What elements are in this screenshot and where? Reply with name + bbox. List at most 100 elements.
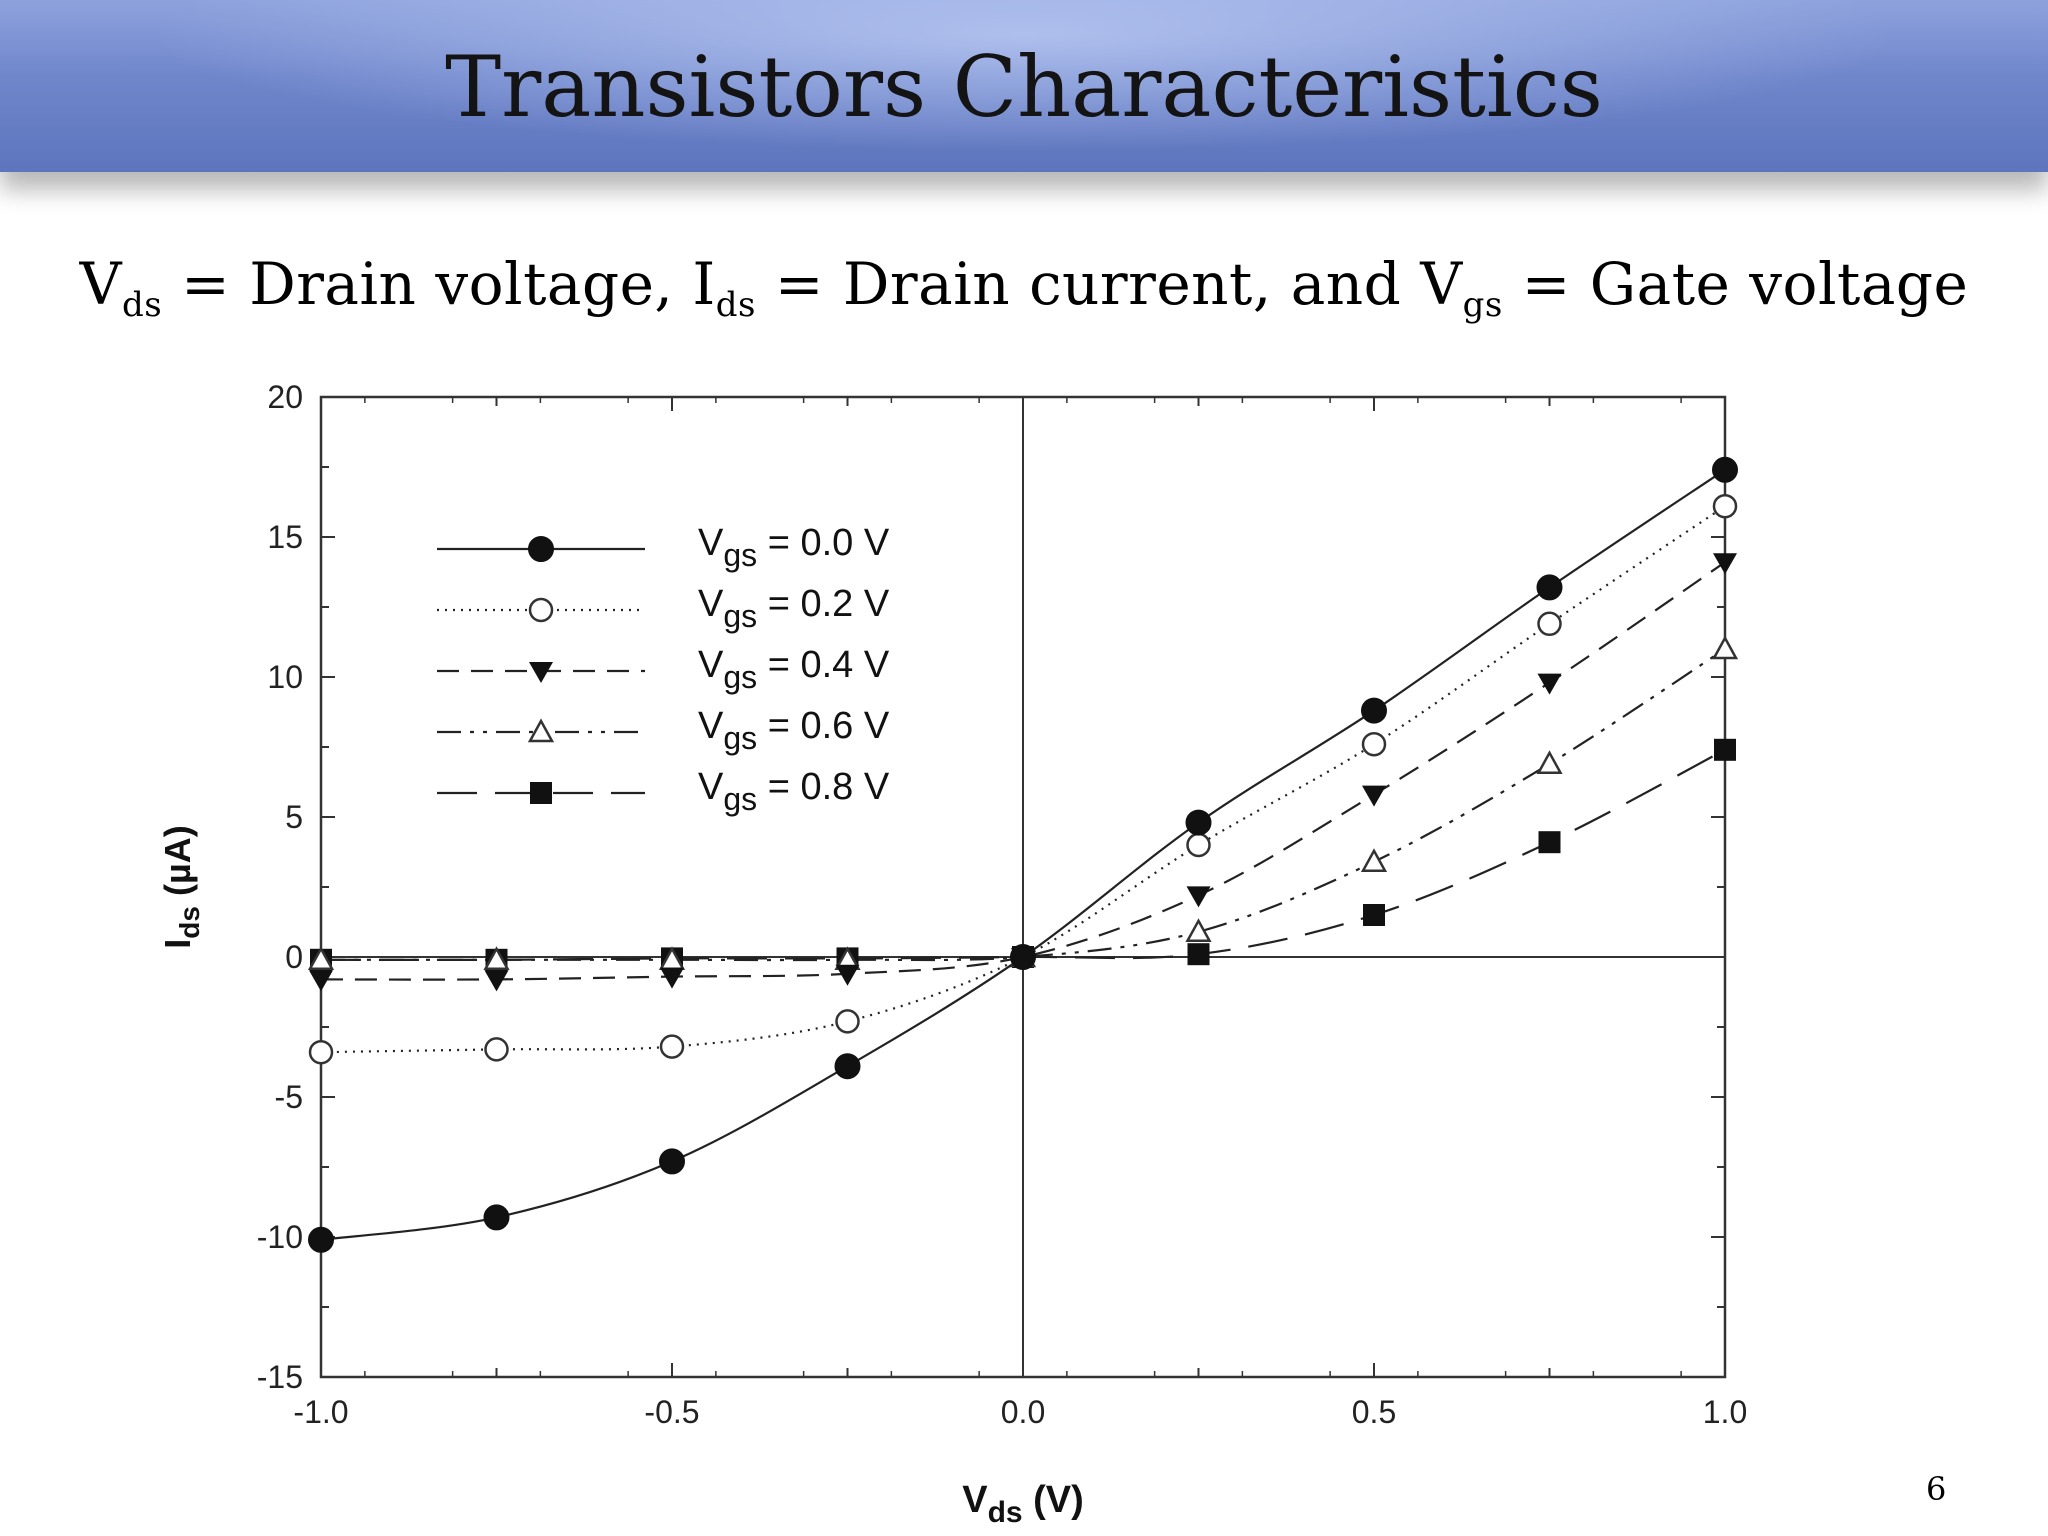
legend-label: Vgs = 0.2 V bbox=[698, 583, 890, 634]
data-point bbox=[307, 946, 335, 971]
legend-item: Vgs = 0.6 V bbox=[437, 705, 890, 756]
data-point bbox=[834, 1053, 861, 1080]
y-tick-label: -15 bbox=[257, 1359, 303, 1395]
data-point bbox=[1537, 673, 1562, 695]
y-tick-label: 10 bbox=[267, 659, 303, 695]
legend-label-rest: = 0.6 V bbox=[757, 705, 890, 747]
data-point bbox=[483, 1204, 510, 1231]
data-point bbox=[483, 946, 510, 971]
legend-label-main: V bbox=[698, 705, 724, 747]
data-point bbox=[1713, 553, 1737, 575]
data-point bbox=[1712, 493, 1738, 519]
y-tick-label: 5 bbox=[285, 799, 303, 835]
x-axis-label-sub: ds bbox=[988, 1496, 1023, 1529]
legend-label: Vgs = 0.4 V bbox=[698, 644, 890, 695]
data-point bbox=[1361, 697, 1387, 724]
legend-label-sub: gs bbox=[723, 537, 757, 573]
title-bar bbox=[0, 0, 2048, 172]
legend-marker bbox=[530, 782, 552, 804]
subtitle-var-vds: V bbox=[79, 250, 123, 318]
data-point bbox=[1363, 904, 1385, 926]
y-axis-label-unit: (µA) bbox=[157, 825, 198, 906]
legend-label-rest: = 0.0 V bbox=[757, 522, 890, 564]
subtitle-var-vds-sub: ds bbox=[122, 285, 163, 325]
legend-item: Vgs = 0.2 V bbox=[437, 583, 890, 634]
data-point bbox=[1185, 918, 1212, 943]
y-tick-label: 0 bbox=[285, 939, 303, 975]
series-markers-0 bbox=[308, 456, 1738, 1253]
x-tick-label: -0.5 bbox=[644, 1394, 699, 1430]
data-point bbox=[1361, 731, 1387, 757]
legend-label-main: V bbox=[698, 644, 724, 686]
legend-marker bbox=[529, 662, 553, 683]
legend-label-main: V bbox=[698, 766, 724, 808]
series-line bbox=[320, 505, 1726, 1054]
series-1 bbox=[320, 505, 1726, 1054]
data-point bbox=[660, 967, 684, 989]
y-tick-label: -5 bbox=[275, 1079, 303, 1115]
x-tick-label: -1.0 bbox=[293, 1394, 348, 1430]
y-axis-label: Ids (µA) bbox=[157, 825, 205, 948]
legend-marker bbox=[528, 536, 554, 562]
x-axis-label-unit: (V) bbox=[1023, 1479, 1084, 1521]
data-point bbox=[1714, 738, 1736, 761]
data-point bbox=[1536, 574, 1563, 601]
data-point bbox=[1711, 635, 1739, 660]
subtitle-var-vgs: V bbox=[1420, 250, 1463, 318]
y-axis-label-sub: ds bbox=[174, 906, 205, 939]
legend-label: Vgs = 0.0 V bbox=[698, 522, 890, 573]
data-point bbox=[1187, 943, 1210, 966]
legend-label-rest: = 0.4 V bbox=[757, 644, 890, 686]
data-point bbox=[1362, 785, 1386, 807]
subtitle-var-ids-sub: ds bbox=[715, 285, 756, 325]
page-number: 6 bbox=[1926, 1470, 1947, 1508]
data-point bbox=[484, 1037, 509, 1062]
x-axis-label: Vds (V) bbox=[962, 1479, 1084, 1529]
legend-label-sub: gs bbox=[723, 659, 757, 695]
legend-label-sub: gs bbox=[723, 598, 757, 634]
subtitle-text-1: = Drain voltage, bbox=[162, 250, 693, 318]
legend-item: Vgs = 0.4 V bbox=[437, 644, 890, 695]
slide-title: Transistors Characteristics bbox=[445, 38, 1603, 136]
data-point bbox=[659, 1148, 685, 1175]
y-tick-label: -10 bbox=[257, 1219, 303, 1255]
legend-label-main: V bbox=[698, 522, 724, 564]
data-point bbox=[835, 1009, 860, 1034]
subtitle-text-3: = Gate voltage bbox=[1502, 250, 1969, 318]
series-markers-2 bbox=[309, 553, 1737, 992]
data-point bbox=[309, 970, 333, 992]
legend-label-rest: = 0.2 V bbox=[757, 583, 890, 625]
x-axis-label-main: V bbox=[962, 1479, 988, 1521]
legend-label-main: V bbox=[698, 583, 724, 625]
legend-item: Vgs = 0.8 V bbox=[437, 766, 890, 817]
legend-label-rest: = 0.8 V bbox=[757, 766, 890, 808]
x-tick-label: 1.0 bbox=[1703, 1394, 1747, 1430]
legend-label: Vgs = 0.8 V bbox=[698, 766, 890, 817]
data-point bbox=[1185, 809, 1212, 836]
legend-item: Vgs = 0.0 V bbox=[437, 522, 890, 573]
x-tick-label: 0.0 bbox=[1001, 1394, 1045, 1430]
data-point bbox=[659, 1034, 685, 1059]
data-point bbox=[1536, 750, 1563, 775]
data-point bbox=[1360, 848, 1388, 873]
y-tick-label: 20 bbox=[267, 379, 303, 415]
x-tick-label: 0.5 bbox=[1352, 1394, 1396, 1430]
legend-marker bbox=[527, 718, 555, 743]
data-point bbox=[484, 970, 509, 992]
legend-label: Vgs = 0.6 V bbox=[698, 705, 890, 756]
data-point bbox=[835, 964, 860, 986]
data-point bbox=[308, 1226, 334, 1253]
y-axis-label-main: I bbox=[157, 939, 198, 949]
data-point bbox=[308, 1039, 334, 1065]
subtitle-var-ids: I bbox=[692, 250, 716, 318]
y-tick-label: 15 bbox=[267, 519, 303, 555]
data-point bbox=[1010, 944, 1036, 970]
legend-label-sub: gs bbox=[723, 720, 757, 756]
slide-subtitle: Vds = Drain voltage, Ids = Drain current… bbox=[0, 250, 2048, 325]
data-point bbox=[1712, 456, 1738, 483]
data-point bbox=[1538, 831, 1561, 854]
legend-label-sub: gs bbox=[723, 781, 757, 817]
subtitle-text-2: = Drain current, and bbox=[755, 250, 1421, 318]
